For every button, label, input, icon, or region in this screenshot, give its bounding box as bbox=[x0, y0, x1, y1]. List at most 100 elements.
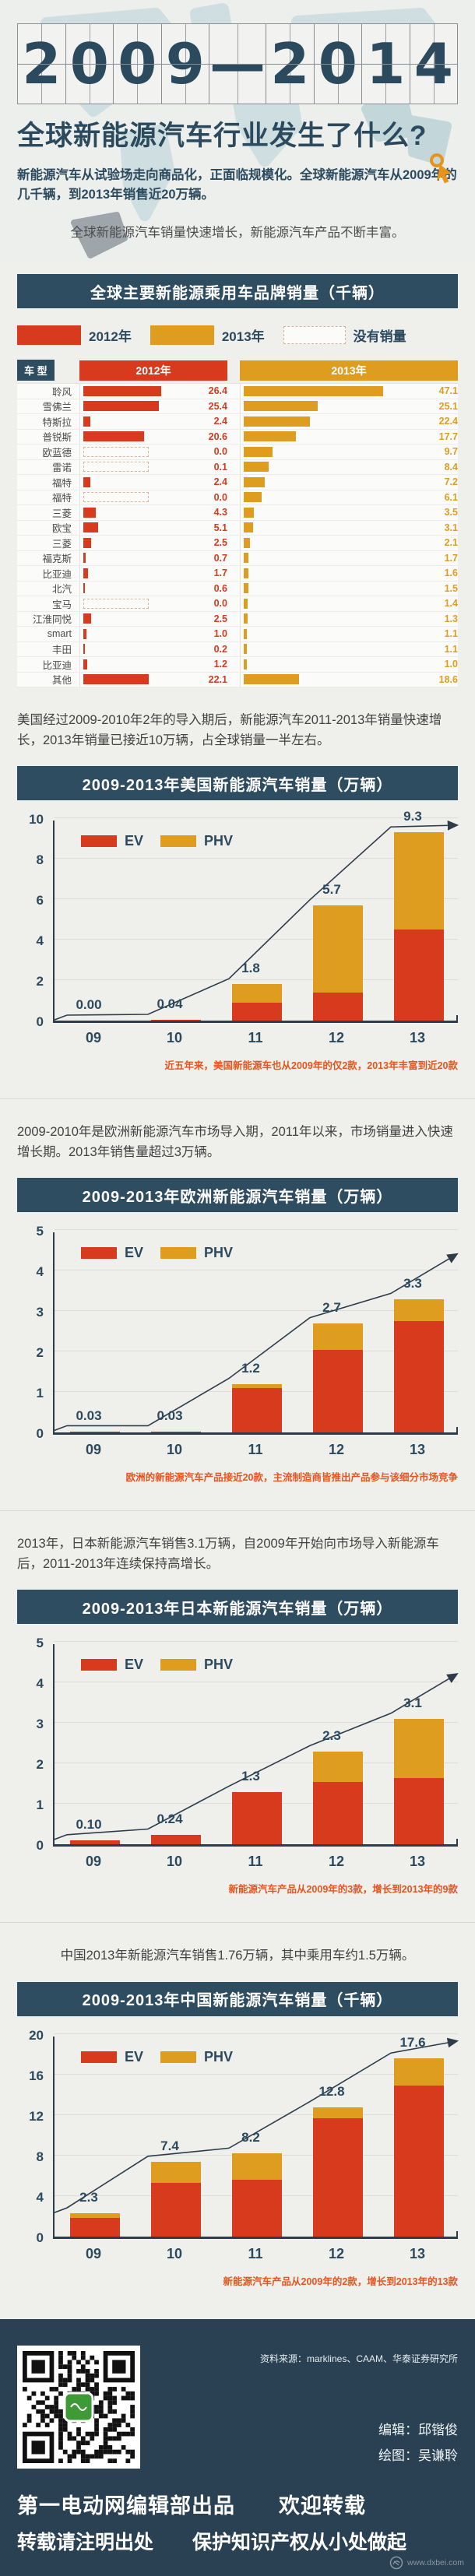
bar-2013 bbox=[244, 674, 299, 685]
gridline bbox=[55, 1229, 458, 1231]
model-name: 北汽 bbox=[51, 584, 72, 596]
bar-value-label: 0.00 bbox=[76, 997, 102, 1013]
page-title: 全球新能源汽车行业发生了什么? bbox=[17, 121, 428, 151]
bar-2011 bbox=[232, 984, 282, 1021]
bar-2013 bbox=[244, 385, 383, 396]
no-sales-box bbox=[83, 598, 149, 609]
table-row: 三菱 4.3 3.5 bbox=[17, 505, 458, 521]
watermark-logo-icon bbox=[389, 2556, 403, 2570]
bar-value-label: 0.04 bbox=[157, 996, 183, 1012]
bar-2013 bbox=[244, 462, 269, 473]
bar-value-label: 17.6 bbox=[399, 2035, 426, 2051]
qr-code-image bbox=[23, 2350, 135, 2463]
x-axis-label: 09 bbox=[85, 2245, 102, 2261]
bar-2010 bbox=[151, 1020, 201, 1021]
bar-2009 bbox=[70, 1431, 120, 1433]
watermark: www.dxbei.com bbox=[389, 2556, 464, 2570]
column-header-2012: 2012年 bbox=[79, 360, 227, 381]
x-axis-label: 13 bbox=[409, 1030, 426, 1046]
flip-title-cell: 4 bbox=[409, 23, 458, 104]
bar-2013 bbox=[244, 644, 248, 655]
model-name: 比亚迪 bbox=[42, 659, 72, 671]
model-name: 普锐斯 bbox=[42, 432, 72, 444]
y-axis-tick: 20 bbox=[29, 2027, 44, 2043]
trend-line bbox=[54, 2037, 459, 2213]
bar-2013 bbox=[244, 492, 262, 503]
footer-line1: 第一电动网编辑部出品 欢迎转载 bbox=[17, 2493, 366, 2518]
bar-value-label: 2.3 bbox=[79, 2190, 98, 2205]
intro-text: 新能源汽车从试验场走向商品化，正面临规模化。全球新能源汽车从2009年的几千辆，… bbox=[17, 168, 457, 202]
no-sales-box bbox=[83, 462, 149, 473]
flip-title-cell: 9 bbox=[160, 23, 209, 104]
legend-2013-swatch bbox=[150, 325, 214, 345]
model-name: smart bbox=[47, 628, 72, 640]
gridline bbox=[55, 2033, 458, 2034]
legend-no-sales-label: 没有销量 bbox=[353, 329, 406, 344]
usa-chart-title: 2009-2013年美国新能源汽车销量（万辆） bbox=[17, 766, 458, 801]
flip-title-cell: 1 bbox=[361, 23, 410, 104]
x-axis-label: 09 bbox=[85, 1442, 102, 1458]
source-note: 资料来源：marklines、CAAM、华泰证券研究所 bbox=[259, 2353, 458, 2364]
lead-text: 全球新能源汽车销量快速增长，新能源汽车产品不断丰富。 bbox=[70, 225, 405, 240]
y-axis-tick: 2 bbox=[36, 1757, 44, 1773]
x-axis-label: 12 bbox=[328, 1030, 345, 1046]
value-2012: 1.7 bbox=[213, 568, 227, 579]
value-2012: 1.0 bbox=[213, 628, 227, 640]
bar-2009 bbox=[70, 1840, 120, 1845]
usa-paragraph: 美国经过2009-2010年2年的导入期后，新能源汽车2011-2013年销量快… bbox=[17, 713, 442, 747]
legend-no-sales-swatch bbox=[283, 326, 346, 344]
bar-2012 bbox=[313, 1751, 363, 1845]
table-row: 福克斯 0.7 1.7 bbox=[17, 550, 458, 566]
y-axis-tick: 1 bbox=[36, 1798, 44, 1813]
japan-chart: 0 1 2 3 4 5 EV PHV 0.10 0.24 1.3 2.3 3.1 09 10 11 12 13 bbox=[17, 1636, 459, 1870]
divider bbox=[0, 1098, 475, 1100]
ev-legend-label: EV bbox=[125, 2048, 144, 2065]
legend-2013-label: 2013年 bbox=[221, 329, 265, 344]
value-2012: 0.0 bbox=[213, 446, 227, 458]
y-axis-tick: 2 bbox=[36, 1345, 44, 1361]
bar-value-label: 5.7 bbox=[322, 881, 341, 897]
value-2013: 8.4 bbox=[444, 461, 458, 473]
section-japan: 2013年，日本新能源汽车销售3.1万辆，自2009年开始向市场导入新能源车后，… bbox=[0, 1510, 475, 1896]
ev-legend-swatch bbox=[81, 1247, 117, 1260]
bar-value-label: 9.3 bbox=[403, 809, 422, 824]
footer-line2: 转载请注明出处 保护知识产权从小处做起 bbox=[17, 2531, 407, 2553]
y-axis-tick: 8 bbox=[36, 2149, 44, 2164]
table-row: 北汽 0.6 1.5 bbox=[17, 581, 458, 596]
chart-legend: EV PHV bbox=[81, 833, 233, 849]
table-row: 三菱 2.5 2.1 bbox=[17, 536, 458, 551]
value-2012: 4.3 bbox=[213, 507, 227, 518]
phv-legend-label: PHV bbox=[204, 1657, 234, 1673]
table-row: 福特 0.0 6.1 bbox=[17, 490, 458, 505]
japan-chart-title: 2009-2013年日本新能源汽车销量（万辆） bbox=[17, 1590, 458, 1625]
click-cursor-icon bbox=[430, 153, 452, 184]
value-2013: 47.1 bbox=[438, 385, 458, 397]
table-legend: 2012年 2013年 没有销量 bbox=[17, 325, 458, 345]
bar-2013 bbox=[244, 553, 249, 564]
value-2013: 3.5 bbox=[444, 507, 458, 518]
y-axis-tick: 0 bbox=[36, 2230, 44, 2245]
x-axis-label: 10 bbox=[166, 2245, 183, 2261]
gridline bbox=[55, 1641, 458, 1643]
japan-chart-caption: 新能源汽车产品从2009年的3款，增长到2013年的9款 bbox=[228, 1884, 458, 1896]
value-2013: 18.6 bbox=[438, 673, 458, 685]
bar-2012 bbox=[83, 507, 97, 518]
brand-section-title: 全球主要新能源乘用车品牌销量（千辆） bbox=[17, 274, 458, 308]
gridline bbox=[55, 2114, 458, 2115]
table-row: 江淮同悦 2.5 1.3 bbox=[17, 611, 458, 627]
value-2012: 0.6 bbox=[213, 582, 227, 594]
value-2013: 1.6 bbox=[444, 568, 458, 579]
usa-chart-caption: 近五年来，美国新能源车也从2009年的仅2款，2013年丰富到近20款 bbox=[164, 1060, 458, 1072]
flip-title-cell: 0 bbox=[313, 23, 361, 104]
bar-2010 bbox=[151, 1431, 201, 1433]
y-axis-tick: 0 bbox=[36, 1426, 44, 1442]
value-2012: 2.4 bbox=[213, 416, 227, 427]
bar-2012 bbox=[83, 431, 145, 442]
value-2013: 17.7 bbox=[438, 431, 458, 442]
bar-value-label: 1.2 bbox=[241, 1360, 260, 1376]
bar-2013 bbox=[244, 401, 318, 412]
value-2012: 0.7 bbox=[213, 552, 227, 564]
model-name: 比亚迪 bbox=[42, 568, 72, 580]
bar-2011 bbox=[232, 1791, 282, 1845]
model-name: 雷诺 bbox=[51, 462, 72, 474]
